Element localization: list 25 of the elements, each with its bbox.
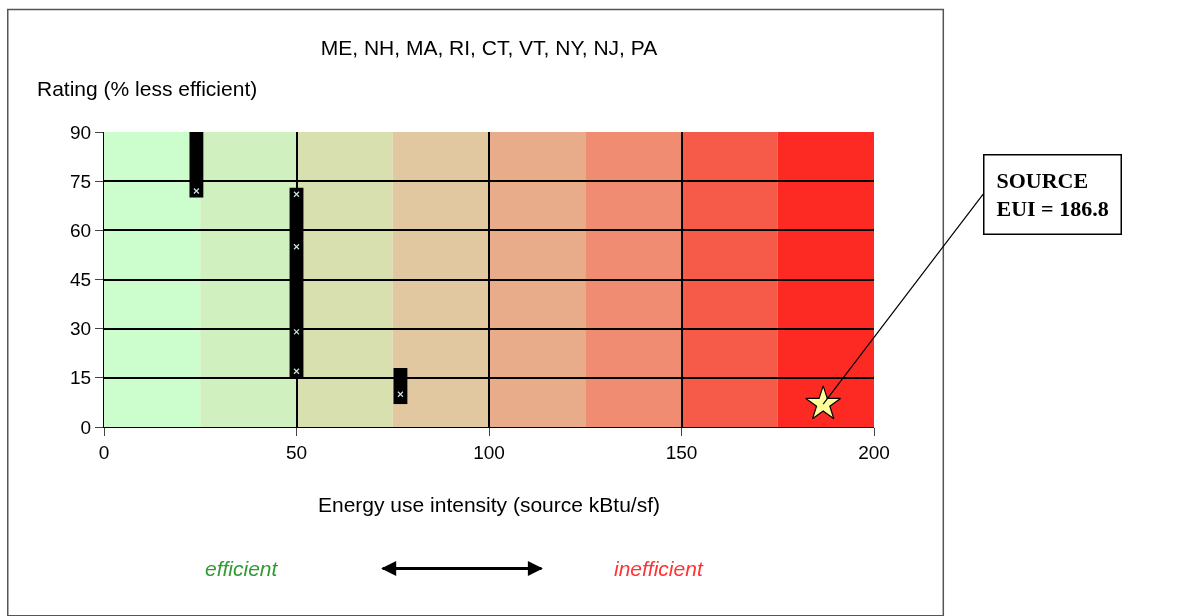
y-tick-label: 15: [70, 367, 92, 389]
y-axis-title: Rating (% less efficient): [37, 77, 258, 100]
text: efficient: [205, 557, 279, 580]
point: [397, 391, 404, 398]
text: inefficient: [614, 557, 704, 580]
x-tick-label: 200: [858, 441, 890, 463]
point: [805, 385, 842, 420]
x-tick-label: 150: [665, 441, 698, 463]
point: [293, 191, 300, 198]
y-tick-label: 90: [70, 121, 92, 143]
x-tick-label: 0: [98, 441, 110, 463]
x-axis-title: Energy use intensity (source kBtu/sf): [318, 493, 660, 516]
chart-title: ME, NH, MA, RI, CT, VT, NY, NJ, PA: [320, 36, 658, 59]
x-tick-label: 50: [285, 441, 308, 463]
annotation: SOURCE EUI = 186.8: [996, 167, 1109, 222]
point: [293, 243, 300, 250]
y-tick-label: 75: [70, 170, 92, 192]
y-tick-label: 30: [70, 318, 92, 340]
y-tick-label: 0: [80, 416, 92, 438]
x-tick-label: 100: [473, 441, 505, 463]
y-tick-label: 45: [70, 269, 92, 291]
y-tick-label: 60: [70, 219, 92, 241]
point: [293, 368, 300, 375]
point: [293, 328, 300, 336]
point: [193, 187, 200, 195]
